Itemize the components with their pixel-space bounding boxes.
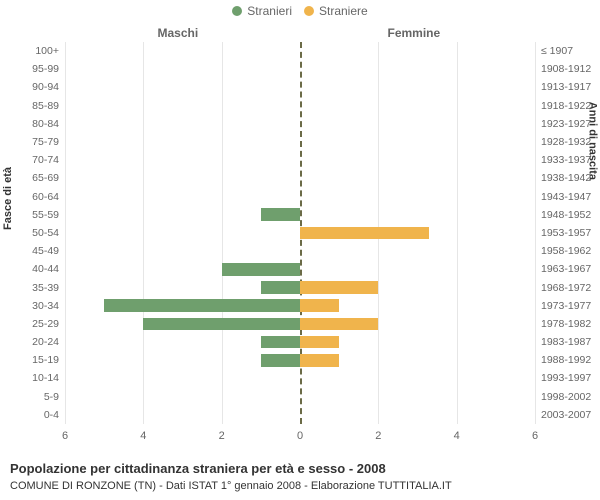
- birth-year-label: 1978-1982: [541, 318, 591, 330]
- bar-male: [261, 336, 300, 349]
- birth-year-label: 1998-2002: [541, 391, 591, 403]
- birth-year-label: 1958-1962: [541, 245, 591, 257]
- column-header-female: Femmine: [388, 26, 441, 40]
- birth-year-label: 1938-1942: [541, 172, 591, 184]
- birth-year-label: 1968-1972: [541, 282, 591, 294]
- legend-swatch: [232, 6, 242, 16]
- legend-label: Straniere: [319, 4, 368, 18]
- bar-male: [104, 299, 300, 312]
- age-row: 25-291978-1982: [65, 315, 535, 333]
- age-row: 15-191988-1992: [65, 351, 535, 369]
- column-header-male: Maschi: [158, 26, 199, 40]
- bar-female: [300, 299, 339, 312]
- age-label: 90-94: [32, 81, 59, 93]
- age-row: 90-941913-1917: [65, 78, 535, 96]
- age-row: 100+≤ 1907: [65, 42, 535, 60]
- x-tick: 0: [297, 430, 303, 442]
- bar-male: [261, 208, 300, 221]
- x-tick: 6: [62, 430, 68, 442]
- age-row: 0-42003-2007: [65, 406, 535, 424]
- x-tick: 2: [219, 430, 225, 442]
- age-row: 5-91998-2002: [65, 388, 535, 406]
- age-row: 95-991908-1912: [65, 60, 535, 78]
- age-label: 10-14: [32, 372, 59, 384]
- age-label: 45-49: [32, 245, 59, 257]
- age-row: 65-691938-1942: [65, 169, 535, 187]
- birth-year-label: ≤ 1907: [541, 45, 573, 57]
- age-label: 40-44: [32, 263, 59, 275]
- birth-year-label: 1963-1967: [541, 263, 591, 275]
- birth-year-label: 1933-1937: [541, 154, 591, 166]
- age-label: 30-34: [32, 300, 59, 312]
- age-row: 85-891918-1922: [65, 97, 535, 115]
- birth-year-label: 1973-1977: [541, 300, 591, 312]
- age-label: 65-69: [32, 172, 59, 184]
- age-row: 75-791928-1932: [65, 133, 535, 151]
- age-row: 10-141993-1997: [65, 369, 535, 387]
- y-axis-title-left: Fasce di età: [2, 167, 14, 230]
- birth-year-label: 1928-1932: [541, 136, 591, 148]
- age-row: 70-741933-1937: [65, 151, 535, 169]
- x-tick: 4: [454, 430, 460, 442]
- age-label: 50-54: [32, 227, 59, 239]
- birth-year-label: 1948-1952: [541, 209, 591, 221]
- birth-year-label: 1908-1912: [541, 63, 591, 75]
- age-label: 20-24: [32, 336, 59, 348]
- bar-female: [300, 227, 429, 240]
- x-tick: 2: [375, 430, 381, 442]
- legend-swatch: [304, 6, 314, 16]
- age-label: 95-99: [32, 63, 59, 75]
- rows: 100+≤ 190795-991908-191290-941913-191785…: [65, 42, 535, 424]
- birth-year-label: 1943-1947: [541, 191, 591, 203]
- age-row: 20-241983-1987: [65, 333, 535, 351]
- age-label: 55-59: [32, 209, 59, 221]
- birth-year-label: 1983-1987: [541, 336, 591, 348]
- plot-area: 100+≤ 190795-991908-191290-941913-191785…: [65, 42, 535, 442]
- age-row: 45-491958-1962: [65, 242, 535, 260]
- age-label: 100+: [35, 45, 59, 57]
- age-label: 25-29: [32, 318, 59, 330]
- age-row: 80-841923-1927: [65, 115, 535, 133]
- age-label: 15-19: [32, 354, 59, 366]
- age-label: 35-39: [32, 282, 59, 294]
- chart-subcaption: COMUNE DI RONZONE (TN) - Dati ISTAT 1° g…: [10, 480, 452, 492]
- birth-year-label: 1923-1927: [541, 118, 591, 130]
- x-tick: 4: [140, 430, 146, 442]
- bar-female: [300, 336, 339, 349]
- x-tick: 6: [532, 430, 538, 442]
- gridline: [535, 42, 536, 424]
- bar-female: [300, 354, 339, 367]
- legend-label: Stranieri: [247, 4, 292, 18]
- chart-container: Stranieri Straniere Maschi Femmine Fasce …: [0, 0, 600, 500]
- birth-year-label: 2003-2007: [541, 409, 591, 421]
- legend-item: Stranieri: [232, 4, 292, 18]
- age-label: 60-64: [32, 191, 59, 203]
- age-label: 70-74: [32, 154, 59, 166]
- birth-year-label: 1913-1917: [541, 81, 591, 93]
- bar-female: [300, 281, 378, 294]
- age-row: 35-391968-1972: [65, 278, 535, 296]
- age-row: 30-341973-1977: [65, 297, 535, 315]
- age-label: 80-84: [32, 118, 59, 130]
- age-label: 5-9: [44, 391, 59, 403]
- age-row: 55-591948-1952: [65, 206, 535, 224]
- birth-year-label: 1993-1997: [541, 372, 591, 384]
- age-row: 40-441963-1967: [65, 260, 535, 278]
- legend: Stranieri Straniere: [0, 4, 600, 19]
- bar-male: [261, 354, 300, 367]
- age-label: 85-89: [32, 100, 59, 112]
- bar-male: [143, 318, 300, 331]
- birth-year-label: 1953-1957: [541, 227, 591, 239]
- age-row: 60-641943-1947: [65, 188, 535, 206]
- bar-male: [261, 281, 300, 294]
- birth-year-label: 1918-1922: [541, 100, 591, 112]
- bar-male: [222, 263, 300, 276]
- chart-caption: Popolazione per cittadinanza straniera p…: [10, 461, 386, 476]
- age-row: 50-541953-1957: [65, 224, 535, 242]
- bar-female: [300, 318, 378, 331]
- age-label: 75-79: [32, 136, 59, 148]
- legend-item: Straniere: [304, 4, 368, 18]
- age-label: 0-4: [44, 409, 59, 421]
- birth-year-label: 1988-1992: [541, 354, 591, 366]
